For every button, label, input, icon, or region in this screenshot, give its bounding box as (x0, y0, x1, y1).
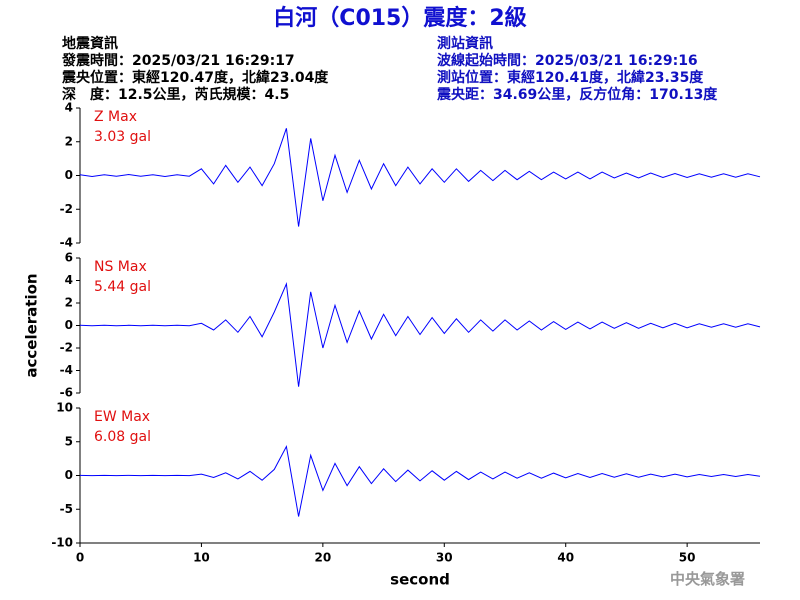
y-tick-label: 10 (56, 401, 73, 415)
annotation: 5.44 gal (94, 279, 151, 295)
info-line: 測站位置：東經120.41度，北緯23.35度 (437, 69, 704, 86)
y-tick-label: -10 (51, 536, 73, 550)
waveform (79, 281, 761, 387)
annotation: NS Max (94, 259, 147, 275)
x-tick-label: 30 (436, 551, 453, 565)
x-tick-label: 40 (557, 551, 574, 565)
y-tick-label: 2 (65, 134, 73, 148)
x-tick-label: 50 (679, 551, 696, 565)
y-tick-label: -4 (60, 363, 73, 377)
annotation: 3.03 gal (94, 129, 151, 145)
footer: 中央氣象署 (670, 570, 745, 588)
annotation: Z Max (94, 109, 137, 125)
y-tick-label: 2 (65, 296, 73, 310)
y-tick-label: -6 (60, 386, 73, 400)
annotation: 6.08 gal (94, 429, 151, 445)
info-line: 測站資訊 (437, 35, 493, 52)
annotation: EW Max (94, 409, 150, 425)
info-line: 震央位置：東經120.47度，北緯23.04度 (61, 69, 329, 86)
y-tick-label: -5 (60, 502, 73, 516)
y-axis-label: acceleration (23, 273, 41, 377)
y-tick-label: -4 (60, 236, 73, 250)
info-line: 地震資訊 (62, 35, 118, 52)
x-tick-label: 20 (315, 551, 332, 565)
waveform (79, 128, 761, 227)
y-tick-label: 0 (65, 468, 73, 482)
y-tick-label: 6 (65, 251, 73, 265)
info-line: 波線起始時間：2025/03/21 16:29:16 (437, 52, 698, 69)
info-line: 震央距：34.69公里，反方位角：170.13度 (436, 86, 718, 103)
waveform (79, 444, 761, 517)
y-tick-label: -2 (60, 202, 73, 216)
x-tick-label: 0 (76, 551, 84, 565)
y-tick-label: 4 (65, 101, 73, 115)
y-tick-label: 0 (65, 318, 73, 332)
x-tick-label: 10 (193, 551, 210, 565)
y-tick-label: 5 (65, 434, 73, 448)
x-axis-label: second (390, 571, 450, 589)
y-tick-label: 4 (65, 273, 73, 287)
y-tick-label: 0 (65, 168, 73, 182)
title: 白河（C015）震度：2級 (273, 5, 526, 31)
info-line: 深 度：12.5公里，芮氏規模：4.5 (62, 86, 289, 103)
info-line: 發震時間：2025/03/21 16:29:17 (61, 52, 295, 69)
y-tick-label: -2 (60, 341, 73, 355)
